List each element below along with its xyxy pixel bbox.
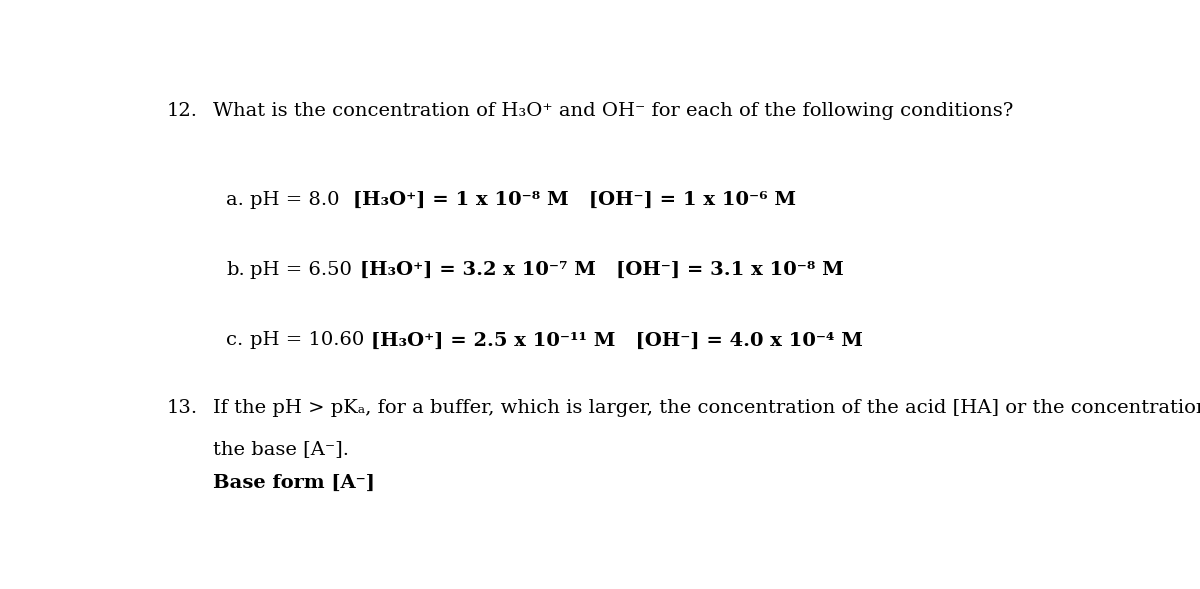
Text: pH = 8.0: pH = 8.0 [250,191,340,209]
Text: [H₃O⁺] = 1 x 10⁻⁸ M   [OH⁻] = 1 x 10⁻⁶ M: [H₃O⁺] = 1 x 10⁻⁸ M [OH⁻] = 1 x 10⁻⁶ M [353,191,796,209]
Text: b.: b. [227,261,245,279]
Text: What is the concentration of H₃O⁺ and OH⁻ for each of the following conditions?: What is the concentration of H₃O⁺ and OH… [214,102,1014,120]
Text: 13.: 13. [167,399,198,418]
Text: pH = 6.50: pH = 6.50 [250,261,352,279]
Text: Base form [A⁻]: Base form [A⁻] [214,474,376,492]
Text: [H₃O⁺] = 3.2 x 10⁻⁷ M   [OH⁻] = 3.1 x 10⁻⁸ M: [H₃O⁺] = 3.2 x 10⁻⁷ M [OH⁻] = 3.1 x 10⁻⁸… [360,261,844,279]
Text: a.: a. [227,191,244,209]
Text: 12.: 12. [167,102,198,120]
Text: If the pH > pKₐ, for a buffer, which is larger, the concentration of the acid [H: If the pH > pKₐ, for a buffer, which is … [214,399,1200,418]
Text: c.: c. [227,332,244,349]
Text: the base [A⁻].: the base [A⁻]. [214,441,349,458]
Text: [H₃O⁺] = 2.5 x 10⁻¹¹ M   [OH⁻] = 4.0 x 10⁻⁴ M: [H₃O⁺] = 2.5 x 10⁻¹¹ M [OH⁻] = 4.0 x 10⁻… [371,332,863,349]
Text: pH = 10.60: pH = 10.60 [250,332,364,349]
